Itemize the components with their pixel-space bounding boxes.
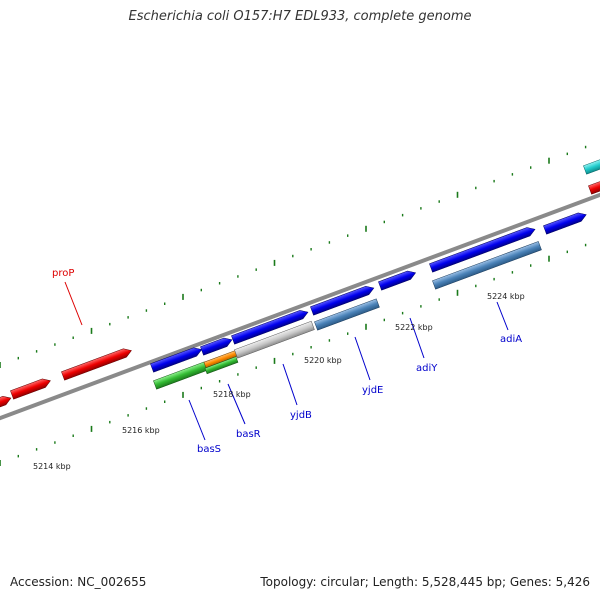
gene-label-adiY[interactable]: adiY [416,363,438,374]
gene-bar[interactable] [234,320,315,359]
gene-label-basS[interactable]: basS [197,444,221,455]
gene-label-proP[interactable]: proP [52,268,74,279]
gene-arrow[interactable] [200,336,233,356]
genome-summary-text: Topology: circular; Length: 5,528,445 bp… [260,575,590,589]
annotation-track[interactable] [153,241,542,390]
accession-text: Accession: NC_002655 [10,575,147,589]
gene-arrow[interactable] [150,345,203,373]
map-title: Escherichia coli O157:H7 EDL933, complet… [128,9,472,24]
forward-genes[interactable] [150,155,600,373]
gene-arrow[interactable] [583,155,600,175]
gene-arrow[interactable] [0,394,13,409]
gene-bar[interactable] [314,298,380,331]
gene-arrow[interactable] [10,376,52,400]
scale-label: 5214 kbp [33,462,71,471]
scale-label: 5216 kbp [122,426,160,435]
scale-label: 5224 kbp [487,292,525,301]
scale-label: 5220 kbp [304,356,342,365]
gene-labels[interactable]: proP basS basR yjdB yjdE adiY adiA [52,268,522,455]
gene-arrow[interactable] [310,284,375,316]
scale-label: 5222 kbp [395,323,433,332]
gene-arrow[interactable] [378,269,417,291]
gene-label-yjdB[interactable]: yjdB [290,410,312,421]
scale-label: 5218 kbp [213,390,251,399]
gene-label-yjdE[interactable]: yjdE [362,385,383,396]
gene-arrow[interactable] [588,175,600,195]
reverse-genes[interactable] [0,175,600,409]
gene-arrow[interactable] [543,210,587,235]
gene-bar[interactable] [432,241,542,290]
gene-arrow[interactable] [231,308,309,345]
gene-label-basR[interactable]: basR [236,429,261,440]
scale-ticks [0,145,587,466]
gene-label-adiA[interactable]: adiA [500,334,522,345]
gene-arrow[interactable] [429,225,536,273]
label-pointers [64,281,509,441]
genome-backbone [0,192,600,421]
gene-arrow[interactable] [61,346,133,381]
gene-bar[interactable] [204,356,239,375]
scale-labels: 5214 kbp 5216 kbp 5218 kbp 5220 kbp 5222… [33,292,525,471]
